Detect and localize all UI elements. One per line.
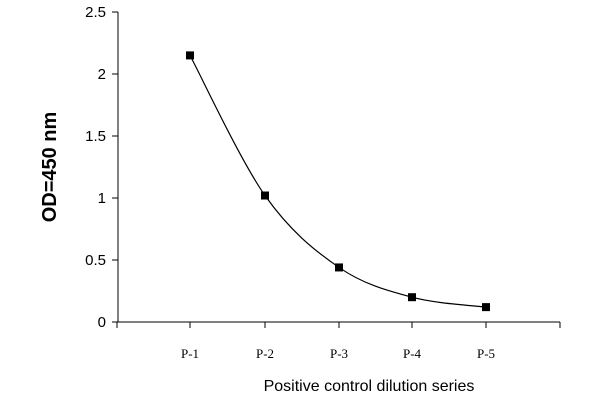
plot-area: 0 0.5 1 1.5 2 2.5 P-1 P-2 P-3 P-4 P-5	[85, 4, 561, 361]
x-ticks: P-1 P-2 P-3 P-4 P-5	[116, 322, 561, 361]
data-point	[335, 263, 343, 272]
y-tick-label: 1.5	[85, 128, 106, 145]
x-tick-label: P-3	[330, 346, 348, 361]
y-tick-label: 2.5	[85, 4, 106, 21]
x-tick-label: P-1	[181, 346, 199, 361]
data-point	[186, 51, 194, 60]
data-point	[482, 303, 490, 312]
series-markers	[186, 51, 490, 312]
y-tick-label: 2	[98, 66, 106, 83]
series-line	[189, 55, 487, 308]
data-point	[261, 191, 269, 200]
y-tick-label: 0	[98, 314, 106, 331]
x-axis-label: Positive control dilution series	[264, 378, 475, 395]
y-axis-label: OD=450 nm	[39, 112, 61, 223]
data-point	[408, 293, 416, 302]
y-tick-label: 0.5	[85, 252, 106, 269]
y-tick-label: 1	[98, 190, 106, 207]
y-ticks: 0 0.5 1 1.5 2 2.5	[85, 4, 118, 331]
x-tick-label: P-5	[477, 346, 495, 361]
x-tick-label: P-2	[256, 346, 274, 361]
x-tick-label: P-4	[403, 346, 422, 361]
